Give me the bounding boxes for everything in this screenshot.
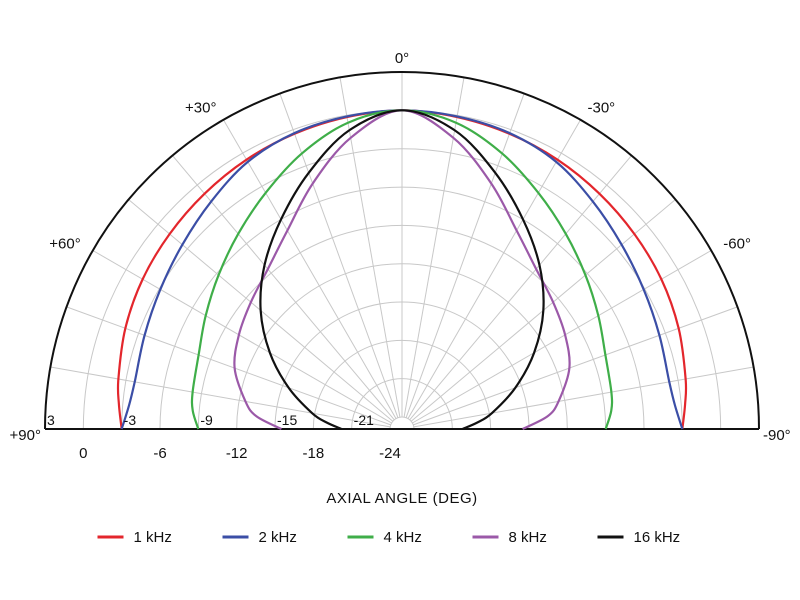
- legend: 1 kHz 2 kHz 4 kHz 8 kHz 16 kHz: [97, 529, 681, 546]
- grid-spoke: [66, 306, 391, 426]
- radial-tick-label: -18: [302, 445, 324, 462]
- angle-label: -90°: [763, 427, 791, 444]
- grid-spoke: [413, 306, 738, 426]
- angle-label: 0°: [395, 50, 409, 67]
- radial-tick-label: -3: [124, 412, 137, 428]
- angle-label: +60°: [49, 236, 80, 253]
- angle-label: -30°: [588, 100, 616, 117]
- radial-tick-label: 0: [79, 445, 87, 462]
- angle-label: +90°: [10, 427, 41, 444]
- grid-spoke: [50, 366, 391, 428]
- axis-labels: 0° +30° -30° +60° -60° +90° -90° 3 -3 -9 -15 -21 0 -6…: [10, 50, 791, 462]
- radial-tick-label: -24: [379, 445, 401, 462]
- polar-grid: [44, 71, 760, 430]
- grid-spoke: [403, 77, 465, 418]
- radial-tick-label: -12: [226, 445, 248, 462]
- legend-label: 2 kHz: [259, 529, 297, 546]
- series-line: [259, 109, 545, 431]
- angle-label: +30°: [185, 100, 216, 117]
- grid-spoke: [407, 119, 581, 419]
- grid-spoke: [409, 155, 632, 421]
- radial-tick-label: -6: [153, 445, 166, 462]
- radial-tick-label: -9: [200, 412, 213, 428]
- grid-spoke: [172, 155, 395, 421]
- outer-boundary: [44, 71, 760, 430]
- legend-label: 1 kHz: [134, 529, 172, 546]
- radial-tick-label: -21: [354, 412, 374, 428]
- angle-label: -60°: [723, 236, 751, 253]
- radial-tick-label: 3: [47, 412, 55, 428]
- radial-tick-label: -15: [277, 412, 297, 428]
- grid-spoke: [413, 366, 754, 428]
- grid-spoke: [339, 77, 401, 418]
- series-lines: [116, 109, 688, 431]
- legend-label: 8 kHz: [509, 529, 547, 546]
- grid-spoke: [223, 119, 397, 419]
- grid-spoke: [405, 93, 525, 418]
- axis-title: AXIAL ANGLE (DEG): [326, 490, 477, 507]
- legend-label: 4 kHz: [384, 529, 422, 546]
- legend-label: 16 kHz: [634, 529, 681, 546]
- grid-spoke: [279, 93, 399, 418]
